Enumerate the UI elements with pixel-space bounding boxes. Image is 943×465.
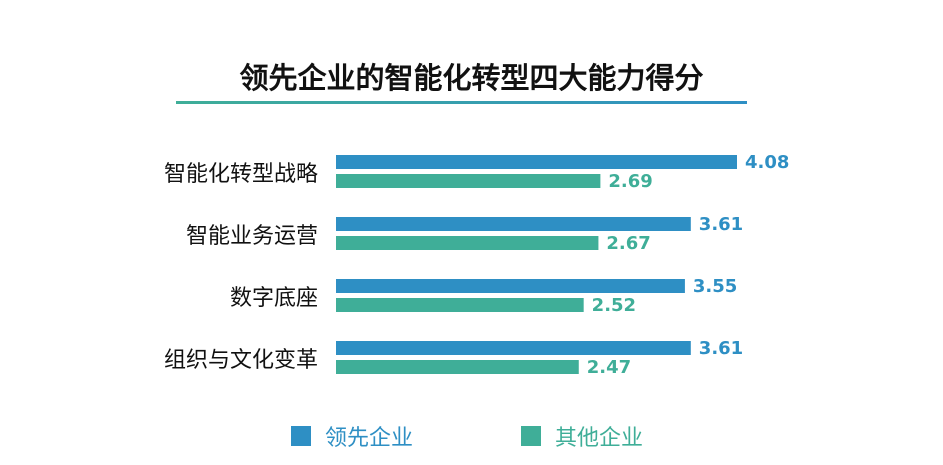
legend-item-other: 其他企业 (521, 420, 643, 452)
data-label: 4.08 (745, 152, 789, 173)
category-label: 智能化转型战略 (164, 162, 318, 187)
data-label: 2.52 (592, 295, 636, 316)
data-label: 2.69 (608, 171, 652, 192)
data-label: 2.47 (587, 357, 631, 378)
category-label: 组织与文化变革 (164, 348, 318, 373)
bar (336, 217, 691, 231)
data-label: 3.61 (699, 338, 743, 359)
chart-title: 领先企业的智能化转型四大能力得分 (239, 61, 704, 95)
legend-label: 领先企业 (325, 426, 414, 451)
category-label: 数字底座 (230, 286, 318, 311)
bar (336, 298, 584, 312)
data-label: 3.55 (693, 276, 737, 297)
bar (336, 279, 685, 293)
legend-item-leading: 领先企业 (291, 420, 413, 452)
title-underline (176, 101, 747, 104)
legend-swatch (291, 426, 311, 446)
bar (336, 155, 737, 169)
data-label: 3.61 (699, 214, 743, 235)
legend-swatch (521, 426, 541, 446)
bar (336, 174, 601, 188)
bar (336, 360, 579, 374)
data-label: 2.67 (606, 233, 650, 254)
bar (336, 341, 691, 355)
bar (336, 236, 599, 250)
category-label: 智能业务运营 (186, 224, 318, 249)
legend-label: 其他企业 (555, 426, 644, 451)
